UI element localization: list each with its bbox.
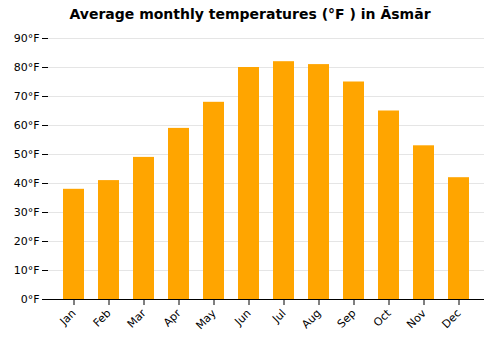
svg-text:70°F: 70°F <box>14 90 40 103</box>
svg-text:Feb: Feb <box>91 307 114 330</box>
svg-text:60°F: 60°F <box>14 119 40 132</box>
svg-text:Jun: Jun <box>232 307 254 329</box>
svg-text:Sep: Sep <box>335 307 359 331</box>
svg-text:Mar: Mar <box>125 306 149 330</box>
html-text:Average monthly temperatures (: Average monthly temperatures (°F ) in Ās… <box>69 6 431 22</box>
svg-text:Apr: Apr <box>161 306 184 329</box>
svg-text:40°F: 40°F <box>14 177 40 190</box>
svg-text:Dec: Dec <box>439 307 463 331</box>
svg-text:20°F: 20°F <box>14 235 40 248</box>
svg-text:50°F: 50°F <box>14 148 40 161</box>
svg-text:May: May <box>193 306 219 332</box>
svg-text:Oct: Oct <box>371 306 394 329</box>
svg-text:Jan: Jan <box>57 307 79 329</box>
svg-text:0°F: 0°F <box>21 293 40 306</box>
svg-text:Nov: Nov <box>404 306 429 331</box>
svg-text:30°F: 30°F <box>14 206 40 219</box>
svg-text:80°F: 80°F <box>14 61 40 74</box>
svg-text:Jul: Jul <box>269 307 288 326</box>
svg-text:90°F: 90°F <box>14 32 40 45</box>
svg-text:Aug: Aug <box>299 307 323 331</box>
svg-text:10°F: 10°F <box>14 264 40 277</box>
